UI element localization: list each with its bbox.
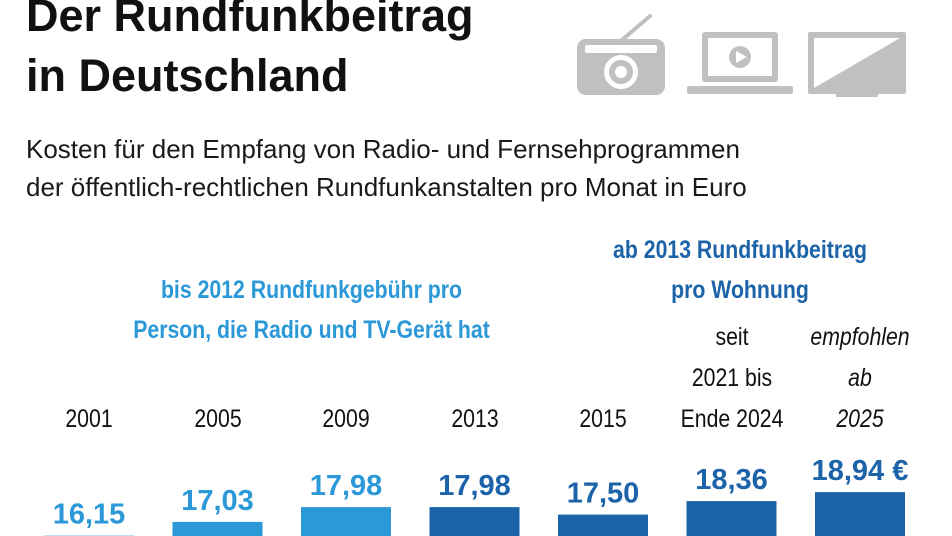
period-label-6-line-2: 2025	[836, 405, 884, 433]
period-label-5-line-1: 2021 bis	[691, 364, 772, 392]
bar-2	[301, 507, 391, 536]
value-label-4: 17,50	[567, 478, 640, 510]
media-icons	[577, 14, 906, 97]
radio-icon	[577, 14, 665, 95]
value-label-5: 18,36	[695, 464, 768, 496]
title-line-1: Der Rundfunkbeitrag	[26, 0, 474, 41]
note-before-line-2: Person, die Radio und TV-Gerät hat	[133, 316, 490, 344]
period-label-5-line-0: seit	[714, 323, 749, 351]
period-label-1: 2005	[145, 399, 290, 440]
period-label-4-line-0: 2015	[579, 405, 627, 433]
value-label-0: 16,15	[53, 499, 126, 531]
period-label-5: seit 2021 bis Ende 2024	[659, 317, 804, 440]
subtitle-line-1: Kosten für den Empfang von Radio- und Fe…	[26, 134, 740, 164]
bar-1	[172, 521, 263, 536]
chart-subtitle: Kosten für den Empfang von Radio- und Fe…	[26, 130, 747, 206]
period-label-1-line-0: 2005	[193, 405, 242, 433]
bar-5	[686, 501, 777, 536]
period-label-6-line-0: empfohlen	[810, 323, 910, 351]
bar-4	[558, 514, 648, 536]
laptop-icon	[687, 32, 793, 94]
period-label-0: 2001	[17, 399, 162, 440]
title-line-2: in Deutschland	[26, 50, 349, 101]
period-label-2-line-0: 2009	[322, 405, 370, 433]
note-after-line-2: pro Wohnung	[671, 276, 809, 304]
value-label-6: 18,94 €	[812, 455, 909, 487]
period-label-5-line-2: Ende 2024	[680, 405, 783, 433]
note-after-line-1: ab 2013 Rundfunkbeitrag	[613, 236, 867, 264]
period-label-0-line-0: 2001	[65, 405, 113, 433]
note-from-2013: ab 2013 Rundfunkbeitrag pro Wohnung	[545, 230, 936, 310]
period-label-3: 2013	[402, 399, 547, 440]
chart-title: Der Rundfunkbeitrag in Deutschland	[26, 0, 474, 106]
tv-icon	[808, 32, 906, 97]
period-label-2: 2009	[274, 399, 419, 440]
period-label-6: empfohlen ab 2025	[788, 317, 933, 440]
value-label-3: 17,98	[438, 470, 511, 502]
bar-3	[429, 507, 520, 536]
period-label-4: 2015	[531, 399, 676, 440]
subtitle-line-2: der öffentlich-rechtlichen Rundfunkansta…	[26, 172, 747, 202]
period-label-6-line-1: ab	[848, 364, 872, 392]
bar-6	[815, 492, 905, 536]
value-label-2: 17,98	[310, 470, 383, 502]
period-label-3-line-0: 2013	[450, 405, 499, 433]
value-label-1: 17,03	[181, 485, 254, 517]
note-before-2013: bis 2012 Rundfunkgebühr pro Person, die …	[82, 270, 541, 350]
note-before-line-1: bis 2012 Rundfunkgebühr pro	[160, 276, 463, 304]
